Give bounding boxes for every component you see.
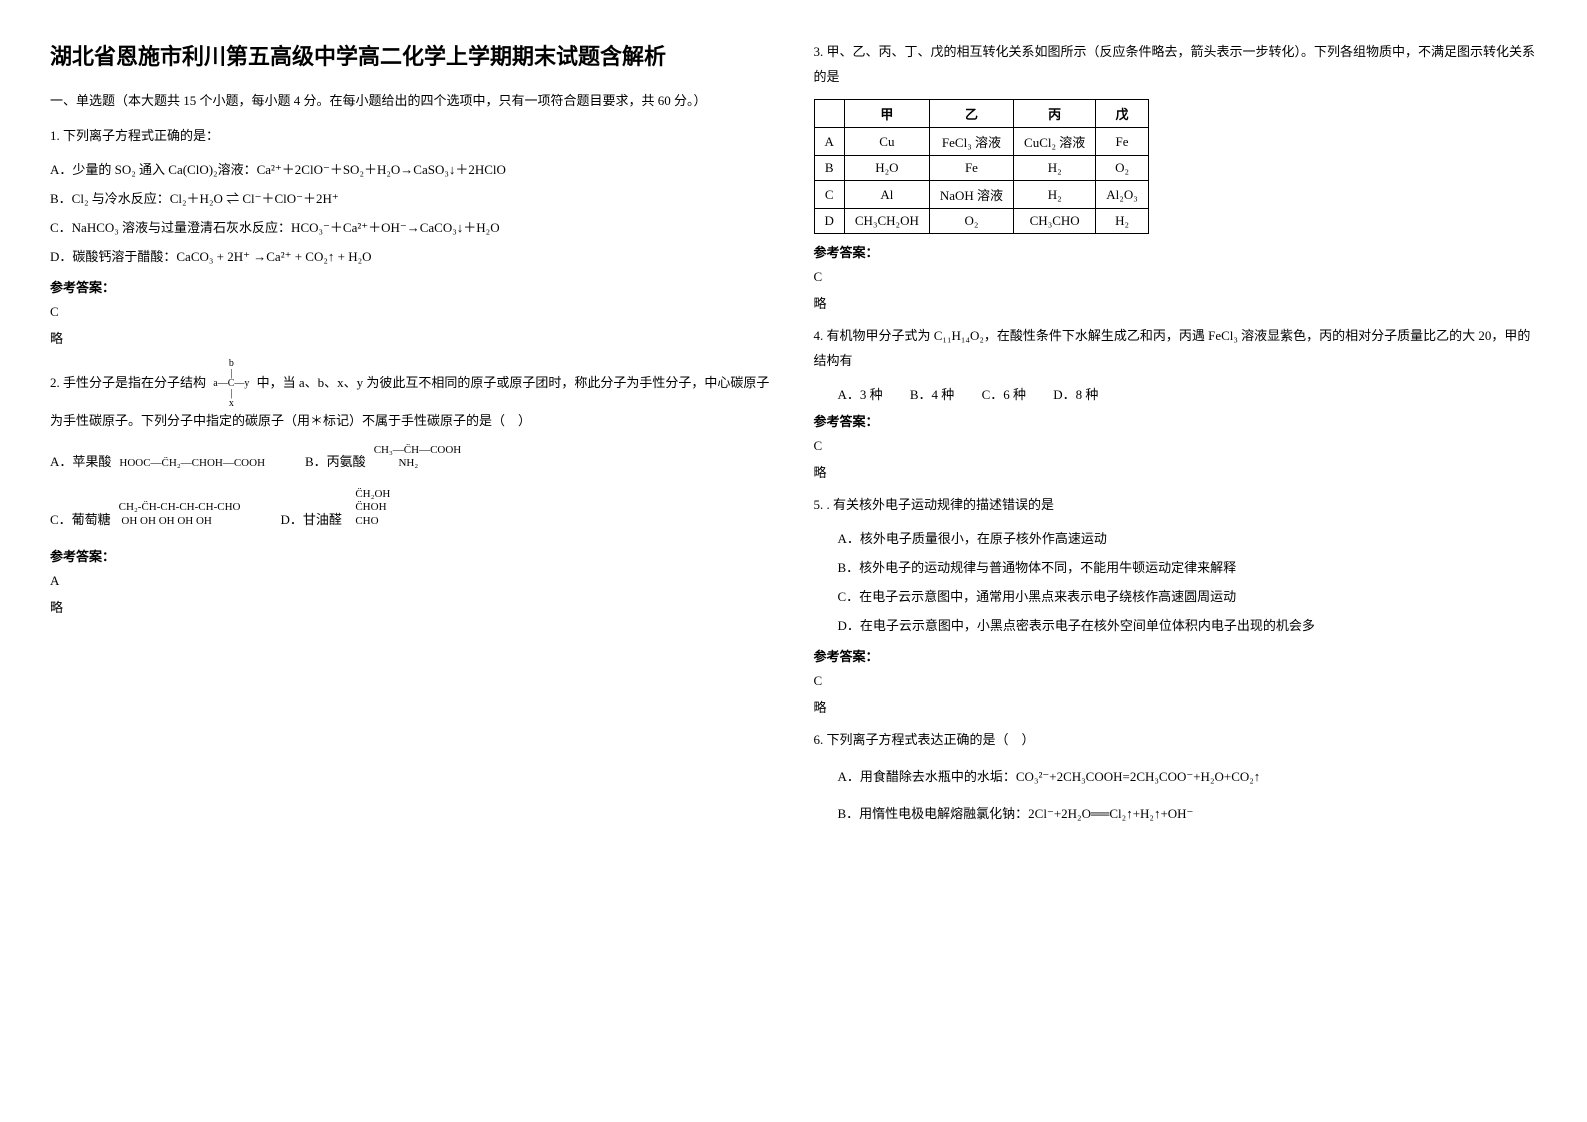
q3-th-2: 乙 (929, 100, 1013, 128)
q5-answer: C (814, 673, 1538, 689)
q2-b-structure: CH₃—C̈H—COOH NH₂ (374, 444, 462, 470)
q2-row-ab: A．苹果酸 HOOC—C̈H₂—CHOH—COOH B．丙氨酸 CH₃—C̈H—… (50, 444, 774, 470)
q2-c-structure: CH₂-C̈H-CH-CH-CH-CHO OH OH OH OH OH (119, 501, 241, 527)
q4-opt-b: B．4 种 (910, 387, 954, 402)
q3-th-1: 甲 (844, 100, 929, 128)
q2-a-structure: HOOC—C̈H₂—CHOH—COOH (119, 457, 265, 470)
doc-title: 湖北省恩施市利川第五高级中学高二化学上学期期末试题含解析 (50, 40, 774, 73)
section-heading: 一、单选题（本大题共 15 个小题，每小题 4 分。在每小题给出的四个选项中，只… (50, 91, 774, 112)
q1-opt-b: B．Cl₂ 与冷水反应：Cl₂＋H₂O ⇌ Cl⁻＋ClO⁻＋2H⁺ (50, 187, 774, 212)
q2-answer-label: 参考答案： (50, 546, 774, 565)
table-row: D CH₃CH₂OH O₂ CH₃CHO H₂ (814, 209, 1148, 234)
q3-omit: 略 (814, 293, 1538, 312)
q2-omit: 略 (50, 597, 774, 616)
q2-opt-b: B．丙氨酸 CH₃—C̈H—COOH NH₂ (305, 444, 461, 470)
q2-opt-d: D．甘油醛 C̈H₂OH C̈HOH CHO (280, 488, 390, 528)
q3-answer: C (814, 269, 1538, 285)
q2-row-cd: C．葡萄糖 CH₂-C̈H-CH-CH-CH-CHO OH OH OH OH O… (50, 488, 774, 528)
q1-opt-c: C．NaHCO₃ 溶液与过量澄清石灰水反应：HCO₃⁻＋Ca²⁺＋OH⁻→CaC… (50, 216, 774, 241)
q4-opt-d: D．8 种 (1053, 387, 1098, 402)
q5-omit: 略 (814, 697, 1538, 716)
q5-opt-d: D．在电子云示意图中，小黑点密表示电子在核外空间单位体积内电子出现的机会多 (814, 614, 1538, 639)
q1-omit: 略 (50, 328, 774, 347)
q4-answer-label: 参考答案： (814, 411, 1538, 430)
q3-th-4: 戊 (1096, 100, 1148, 128)
table-row: B H₂O Fe H₂ O₂ (814, 156, 1148, 181)
q3-stem: 3. 甲、乙、丙、丁、戊的相互转化关系如图所示（反应条件略去，箭头表示一步转化）… (814, 40, 1538, 89)
q3-th-0 (814, 100, 844, 128)
q1-opt-a: A．少量的 SO₂ 通入 Ca(ClO)₂溶液：Ca²⁺＋2ClO⁻＋SO₂＋H… (50, 158, 774, 183)
table-row: A Cu FeCl₃ 溶液 CuCl₂ 溶液 Fe (814, 128, 1148, 156)
q1-answer-label: 参考答案： (50, 277, 774, 296)
q6-stem: 6. 下列离子方程式表达正确的是（ ） (814, 728, 1538, 753)
q2-d-structure: C̈H₂OH C̈HOH CHO (350, 488, 391, 528)
left-column: 湖北省恩施市利川第五高级中学高二化学上学期期末试题含解析 一、单选题（本大题共 … (50, 40, 774, 830)
q4-opt-c: C．6 种 (982, 387, 1026, 402)
q2-center-structure: b | a—C—y | x (213, 359, 249, 409)
q6-opt-a: A．用食醋除去水瓶中的水垢：CO₃²⁻+2CH₃COOH=2CH₃COO⁻+H₂… (814, 765, 1538, 790)
q2-answer: A (50, 573, 774, 589)
q6-opt-b: B．用惰性电极电解熔融氯化钠：2Cl⁻+2H₂O══Cl₂↑+H₂↑+OH⁻ (814, 802, 1538, 827)
q2-opt-a: A．苹果酸 HOOC—C̈H₂—CHOH—COOH (50, 451, 265, 470)
q4-omit: 略 (814, 462, 1538, 481)
q2-stem: 2. 手性分子是指在分子结构 b | a—C—y | x 中，当 a、b、x、y… (50, 359, 774, 434)
q3-th-3: 丙 (1014, 100, 1096, 128)
q5-stem: 5. . 有关核外电子运动规律的描述错误的是 (814, 493, 1538, 518)
table-row: C Al NaOH 溶液 H₂ Al₂O₃ (814, 181, 1148, 209)
q4-answer: C (814, 438, 1538, 454)
q5-opt-c: C．在电子云示意图中，通常用小黑点来表示电子绕核作高速圆周运动 (814, 585, 1538, 610)
right-column: 3. 甲、乙、丙、丁、戊的相互转化关系如图所示（反应条件略去，箭头表示一步转化）… (814, 40, 1538, 830)
q5-opt-b: B．核外电子的运动规律与普通物体不同，不能用牛顿运动定律来解释 (814, 556, 1538, 581)
q3-table: 甲 乙 丙 戊 A Cu FeCl₃ 溶液 CuCl₂ 溶液 Fe B H₂O … (814, 99, 1149, 234)
q2-stem-pre: 2. 手性分子是指在分子结构 (50, 375, 206, 390)
q1-stem: 1. 下列离子方程式正确的是： (50, 124, 774, 149)
q2-opt-c: C．葡萄糖 CH₂-C̈H-CH-CH-CH-CHO OH OH OH OH O… (50, 501, 240, 527)
q3-table-header-row: 甲 乙 丙 戊 (814, 100, 1148, 128)
q4-stem: 4. 有机物甲分子式为 C₁₁H₁₄O₂，在酸性条件下水解生成乙和丙，丙遇 Fe… (814, 324, 1538, 373)
q1-opt-d: D．碳酸钙溶于醋酸：CaCO₃ + 2H⁺ →Ca²⁺ + CO₂↑ + H₂O (50, 245, 774, 270)
q5-opt-a: A．核外电子质量很小，在原子核外作高速运动 (814, 527, 1538, 552)
q5-answer-label: 参考答案： (814, 646, 1538, 665)
q4-options: A．3 种 B．4 种 C．6 种 D．8 种 (814, 384, 1538, 403)
q4-opt-a: A．3 种 (838, 387, 883, 402)
q3-answer-label: 参考答案： (814, 242, 1538, 261)
q1-answer: C (50, 304, 774, 320)
